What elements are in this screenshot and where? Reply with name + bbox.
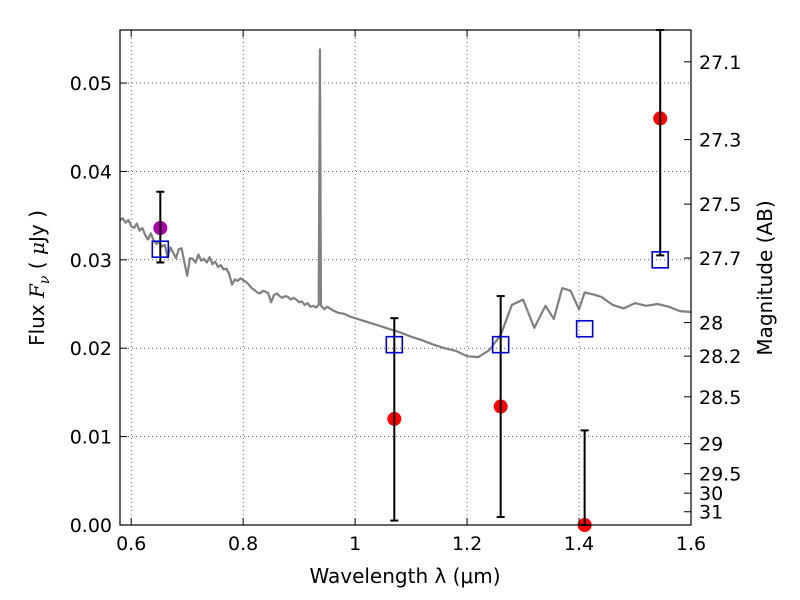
y-tick-label: 0.01 — [70, 427, 112, 449]
axes-frame — [119, 29, 692, 526]
right-tick-label: 28.2 — [699, 346, 741, 368]
right-tick-label: 28.5 — [699, 387, 741, 409]
right-tick-label: 30 — [699, 483, 723, 505]
y-tick-label: 0.05 — [70, 73, 112, 95]
x-tick-label: 0.8 — [228, 533, 258, 555]
y-axis-title: Flux Fν ( μJy ) — [25, 210, 53, 346]
y-tick-label: 0.00 — [70, 515, 112, 537]
x-tick-label: 1 — [349, 533, 361, 555]
axis-ticks: 0.6 0.8 1 1.2 1.4 1.6 0.00 0.01 0.02 0.03 0.04 0.05… — [70, 30, 741, 555]
x-tick-label: 1.4 — [564, 533, 594, 555]
right-tick-label: 29.5 — [699, 464, 741, 486]
model-flux-square — [575, 319, 594, 338]
grid-lines — [120, 30, 691, 525]
model-flux-square — [651, 251, 670, 269]
y-tick-label: 0.04 — [70, 161, 112, 183]
model-flux-square — [151, 240, 170, 259]
right-tick-label: 27.5 — [699, 194, 741, 216]
x-tick-label: 0.6 — [116, 533, 146, 555]
y-axis-right-title: Magnitude (AB) — [753, 200, 777, 355]
right-tick-label: 27.3 — [699, 130, 741, 152]
x-tick-label: 1.2 — [452, 533, 482, 555]
x-axis-title: Wavelength λ (μm) — [309, 564, 500, 588]
y-tick-label: 0.02 — [70, 338, 112, 360]
right-tick-label: 28 — [699, 313, 723, 335]
spectrum-line — [119, 48, 692, 359]
plot-area — [119, 29, 692, 532]
right-tick-label: 29 — [699, 434, 723, 456]
y-tick-label: 0.03 — [70, 250, 112, 272]
model-flux-square — [385, 335, 404, 354]
right-tick-label: 27.1 — [699, 52, 741, 74]
model-flux-square — [491, 335, 510, 354]
right-tick-label: 27.7 — [699, 248, 741, 270]
right-tick-label: 31 — [699, 502, 723, 524]
x-tick-label: 1.6 — [676, 533, 706, 555]
